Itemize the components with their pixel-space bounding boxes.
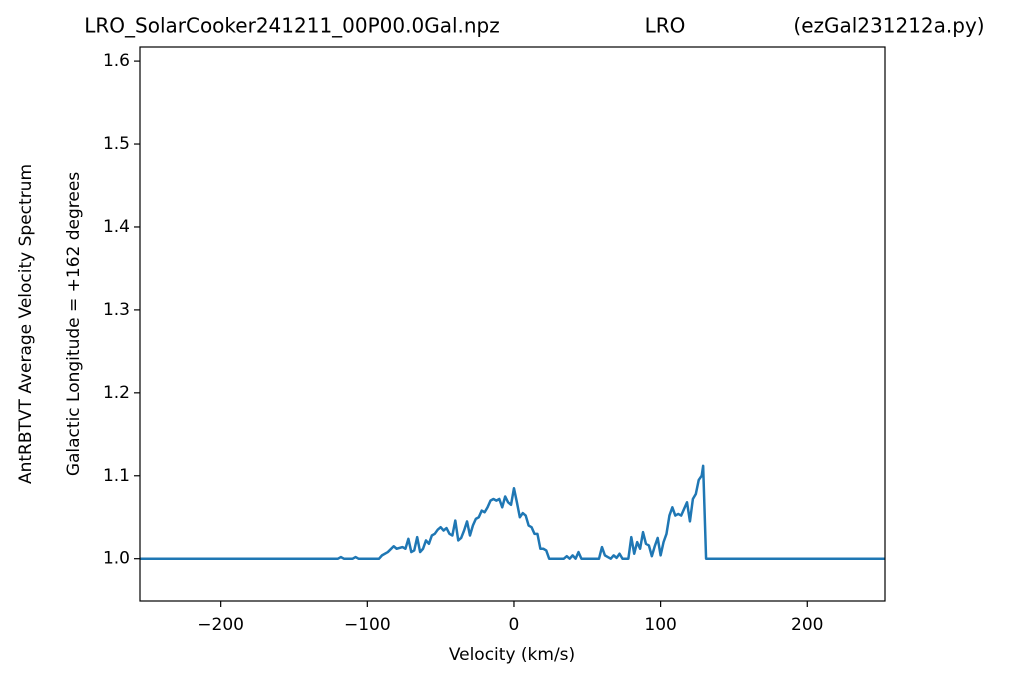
y-tick-label: 1.0 bbox=[103, 549, 130, 569]
y-tick-label: 1.1 bbox=[103, 466, 130, 486]
y-axis-label: AntRBTVT Average Velocity Spectrum bbox=[16, 164, 36, 484]
x-tick-label: −200 bbox=[197, 615, 244, 635]
y-tick-label: 1.4 bbox=[103, 217, 130, 237]
title-script: (ezGal231212a.py) bbox=[793, 14, 984, 38]
plot-frame bbox=[139, 46, 886, 602]
x-tick-label: 0 bbox=[509, 615, 520, 635]
x-tick-label: 200 bbox=[791, 615, 823, 635]
y-tick-label: 1.5 bbox=[103, 134, 130, 154]
title-file: LRO_SolarCooker241211_00P00.0Gal.npz bbox=[84, 14, 500, 38]
y-tick-label: 1.3 bbox=[103, 300, 130, 320]
y-axis-label: Galactic Longitude = +162 degrees bbox=[64, 172, 84, 476]
x-tick-label: 100 bbox=[644, 615, 676, 635]
line-series bbox=[140, 464, 885, 560]
x-axis-label: Velocity (km/s) bbox=[449, 645, 575, 665]
title-station: LRO bbox=[645, 14, 686, 38]
y-tick-label: 1.2 bbox=[103, 383, 130, 403]
y-tick-label: 1.6 bbox=[103, 51, 130, 71]
x-tick-label: −100 bbox=[344, 615, 391, 635]
